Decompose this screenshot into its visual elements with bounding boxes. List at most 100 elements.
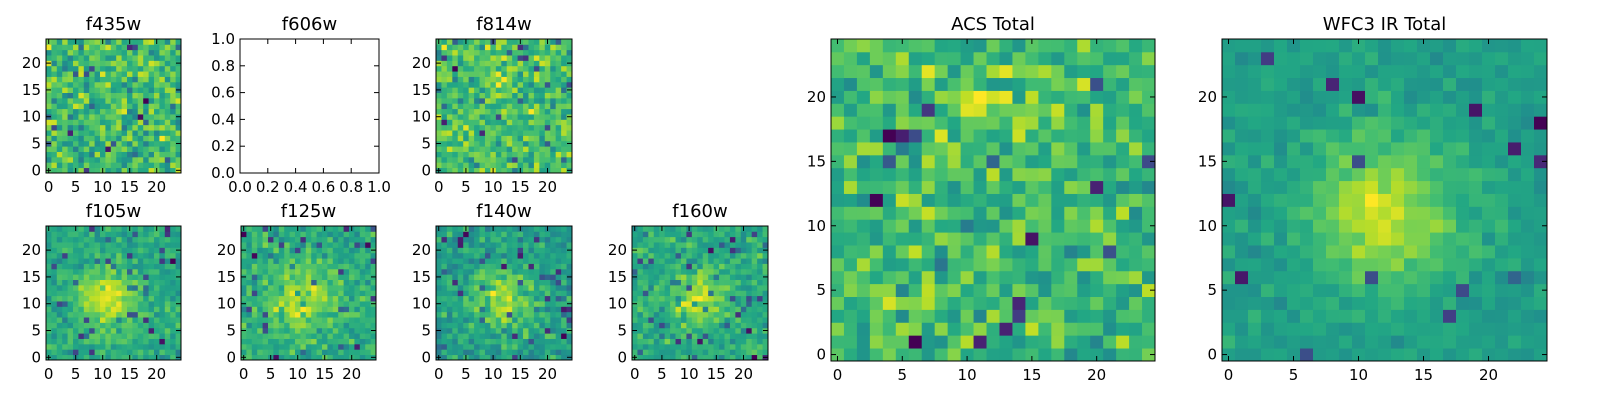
pixel-cell <box>1103 180 1117 194</box>
pixel-cell <box>484 231 491 238</box>
pixel-cell <box>719 317 725 323</box>
pixel-cell <box>506 333 513 339</box>
pixel-cell <box>51 55 58 61</box>
pixel-cell <box>311 258 317 264</box>
pixel-cell <box>446 151 453 158</box>
pixel-cell <box>1287 206 1301 220</box>
pixel-cell <box>506 231 513 238</box>
pixel-cell <box>1116 322 1130 336</box>
pixel-cell <box>137 263 144 270</box>
pixel-cell <box>653 263 660 270</box>
pixel-cell <box>533 135 540 142</box>
pixel-cell <box>446 87 453 93</box>
pixel-cell <box>757 322 763 329</box>
pixel-cell <box>468 49 475 56</box>
pixel-cell <box>300 354 307 361</box>
pixel-cell <box>973 167 987 182</box>
pixel-cell <box>463 231 470 238</box>
pixel-cell <box>947 180 961 194</box>
pixel-cell <box>311 268 317 275</box>
pixel-cell <box>365 279 371 286</box>
pixel-cell <box>1313 309 1327 323</box>
pixel-cell <box>566 162 573 169</box>
pixel-cell <box>1378 270 1392 285</box>
pixel-cell <box>1090 77 1104 91</box>
pixel-cell <box>132 343 139 350</box>
pixel-cell <box>1077 51 1091 66</box>
pixel-cell <box>517 306 524 313</box>
pixel-cell <box>241 231 247 238</box>
pixel-cell <box>121 301 128 307</box>
pixel-cell <box>566 284 573 291</box>
pixel-cell <box>708 338 714 345</box>
pixel-cell <box>740 284 747 291</box>
pixel-cell <box>528 71 535 77</box>
pixel-cell <box>664 338 671 345</box>
pixel-cell <box>89 92 95 99</box>
pixel-cell <box>632 349 638 356</box>
pixel-cell <box>856 90 871 104</box>
pixel-cell <box>544 236 551 243</box>
pixel-cell <box>327 247 334 254</box>
pixel-cell <box>1129 77 1143 91</box>
pixel-cell <box>659 247 666 254</box>
y-tick-label: 20 <box>807 88 826 106</box>
pixel-cell <box>960 348 974 362</box>
pixel-cell <box>1456 206 1470 220</box>
pixel-cell <box>311 333 317 339</box>
pixel-cell <box>175 49 182 56</box>
pixel-cell <box>446 247 453 254</box>
pixel-cell <box>446 231 453 238</box>
pixel-cell <box>501 87 508 93</box>
pixel-cell <box>1142 90 1156 104</box>
pixel-cell <box>175 242 182 248</box>
pixel-cell <box>746 306 753 313</box>
pixel-cell <box>164 60 171 67</box>
pixel-cell <box>441 226 448 232</box>
pixel-cell <box>517 103 524 110</box>
pixel-cell <box>539 65 546 72</box>
pixel-cell <box>506 151 513 158</box>
pixel-cell <box>702 317 709 323</box>
pixel-cell <box>506 338 513 345</box>
pixel-cell <box>1521 206 1535 220</box>
pixel-cell <box>490 306 497 313</box>
pixel-cell <box>105 97 112 104</box>
pixel-cell <box>632 311 638 318</box>
pixel-cell <box>154 162 160 169</box>
pixel-cell <box>1469 283 1483 297</box>
pixel-cell <box>468 130 475 136</box>
pixel-cell <box>934 180 949 194</box>
pixel-cell <box>100 103 106 110</box>
pixel-cell <box>446 349 453 356</box>
pixel-cell <box>441 301 448 307</box>
pixel-cell <box>94 39 101 45</box>
pixel-cell <box>148 55 155 61</box>
pixel-cell <box>895 245 910 259</box>
pixel-cell <box>550 49 557 56</box>
pixel-cell <box>702 226 709 232</box>
pixel-cell <box>62 76 68 83</box>
pixel-cell <box>305 252 312 259</box>
pixel-cell <box>452 301 459 307</box>
pixel-cell <box>1012 322 1026 336</box>
pixel-cell <box>170 263 176 270</box>
pixel-cell <box>1326 193 1340 207</box>
pixel-cell <box>484 151 491 158</box>
pixel-cell <box>46 236 52 243</box>
pixel-cell <box>51 97 58 104</box>
pixel-cell <box>89 311 95 318</box>
pixel-cell <box>322 284 328 291</box>
pixel-cell <box>895 232 910 246</box>
pixel-cell <box>1456 257 1470 272</box>
pixel-cell <box>686 258 693 264</box>
pixel-cell <box>159 338 166 345</box>
pixel-cell <box>137 97 144 104</box>
pixel-cell <box>664 295 671 302</box>
pixel-cell <box>446 39 453 45</box>
panel-title: f435w <box>86 14 141 35</box>
pixel-cell <box>78 162 85 169</box>
pixel-cell <box>164 97 171 104</box>
pixel-cell <box>1038 322 1052 336</box>
